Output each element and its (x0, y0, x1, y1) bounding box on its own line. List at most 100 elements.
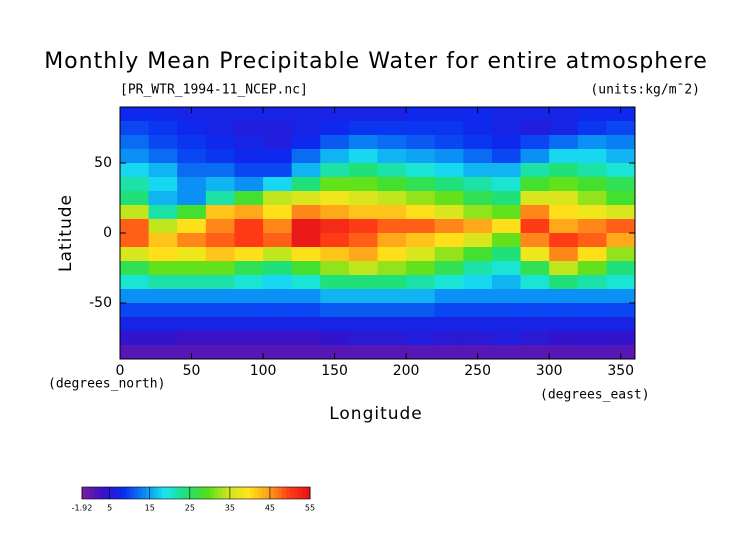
colorbar-swatch (282, 487, 287, 499)
field-cell (606, 261, 636, 276)
field-cell (348, 149, 378, 164)
field-cell (491, 331, 522, 346)
field-cell (577, 135, 607, 150)
field-cell (463, 289, 493, 304)
field-cell (606, 121, 636, 136)
field-cell (463, 345, 493, 360)
field-cell (491, 107, 522, 122)
field-cell (263, 191, 293, 206)
field-cell (348, 219, 378, 234)
field-cell (406, 149, 436, 164)
field-cell (348, 177, 378, 192)
field-cell (406, 345, 436, 360)
field-cell (549, 121, 579, 136)
field-cell (377, 247, 407, 262)
field-cell (377, 177, 407, 192)
field-cell (234, 107, 264, 122)
field-cell (577, 219, 607, 234)
field-cell (120, 191, 150, 206)
colorbar-swatch (210, 487, 215, 499)
field-cell (120, 177, 150, 192)
colorbar-swatch (226, 487, 231, 499)
field-cell (577, 163, 607, 178)
field-cell (120, 345, 150, 360)
field-cell (291, 135, 321, 150)
colorbar-swatch (266, 487, 271, 499)
field-cell (177, 345, 207, 360)
field-cell (434, 233, 464, 248)
colorbar-swatch (222, 487, 227, 499)
field-cell (291, 261, 321, 276)
field-cell (348, 345, 378, 360)
field-cell (205, 289, 235, 304)
field-cell (491, 149, 522, 164)
field-cell (205, 135, 235, 150)
units-label: (units:kg/m¯2) (590, 83, 700, 98)
field-cell (320, 121, 350, 136)
field-cell (148, 149, 178, 164)
field-cell (263, 233, 293, 248)
field-cell (549, 261, 579, 276)
field-cell (120, 149, 150, 164)
field-cell (406, 275, 436, 290)
field-cell (520, 247, 550, 262)
field-cell (291, 149, 321, 164)
field-cell (148, 247, 178, 262)
field-cell (177, 121, 207, 136)
field-cell (520, 107, 550, 122)
field-cell (148, 317, 178, 332)
field-cell (205, 177, 235, 192)
field-cell (577, 345, 607, 360)
field-cell (520, 177, 550, 192)
field-cell (434, 345, 464, 360)
field-cell (520, 317, 550, 332)
field-cell (549, 177, 579, 192)
field-cell (606, 331, 636, 346)
y-tick-label: 0 (103, 225, 112, 241)
field-cell (577, 205, 607, 220)
field-cell (377, 205, 407, 220)
field-cell (348, 205, 378, 220)
field-cell (348, 303, 378, 318)
field-cell (205, 345, 235, 360)
field-cell (463, 177, 493, 192)
field-cell (234, 191, 264, 206)
field-cell (463, 205, 493, 220)
field-cell (606, 219, 636, 234)
field-cell (520, 331, 550, 346)
field-cell (263, 303, 293, 318)
field-cell (320, 331, 350, 346)
field-cell (234, 205, 264, 220)
field-cell (205, 219, 235, 234)
field-cell (120, 261, 150, 276)
field-cell (148, 191, 178, 206)
field-cell (320, 303, 350, 318)
field-cell (177, 219, 207, 234)
field-cell (263, 247, 293, 262)
field-cell (120, 219, 150, 234)
colorbar-label: 45 (265, 504, 275, 513)
field-cell (463, 191, 493, 206)
field-cell (606, 289, 636, 304)
field-cell (549, 345, 579, 360)
y-axis-title: Latitude (56, 194, 76, 272)
colorbar-swatch (126, 487, 131, 499)
colorbar-swatch (130, 487, 135, 499)
field-cell (377, 345, 407, 360)
field-cell (463, 163, 493, 178)
colorbar-swatch (274, 487, 279, 499)
field-cell (177, 191, 207, 206)
field-cell (291, 121, 321, 136)
field-cell (291, 331, 321, 346)
field-cell (263, 121, 293, 136)
field-cell (406, 289, 436, 304)
field-cell (205, 261, 235, 276)
field-cell (320, 247, 350, 262)
colorbar-swatch (238, 487, 243, 499)
field-cell (177, 289, 207, 304)
field-cell (177, 177, 207, 192)
x-tick-label: 200 (393, 363, 420, 379)
field-cell (549, 163, 579, 178)
field-cell (606, 135, 636, 150)
field-cell (348, 261, 378, 276)
